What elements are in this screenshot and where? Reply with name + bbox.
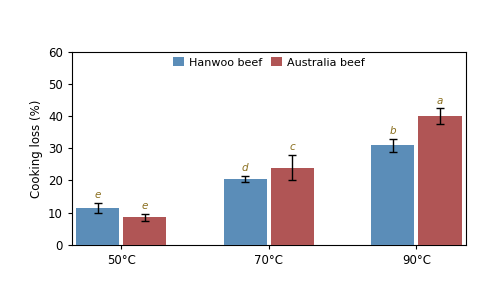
Bar [224, 179, 267, 245]
Text: e: e [95, 190, 101, 200]
Text: c: c [289, 142, 295, 152]
Bar [76, 208, 119, 245]
Legend: Hanwoo beef, Australia beef: Hanwoo beef, Australia beef [173, 57, 364, 67]
Text: a: a [437, 96, 443, 105]
Bar [419, 116, 462, 245]
Bar [123, 217, 167, 245]
Text: b: b [389, 126, 396, 136]
Bar [371, 145, 414, 245]
Y-axis label: Cooking loss (%): Cooking loss (%) [30, 99, 43, 198]
Text: d: d [242, 163, 249, 173]
Bar [271, 168, 314, 245]
Text: e: e [142, 201, 148, 211]
